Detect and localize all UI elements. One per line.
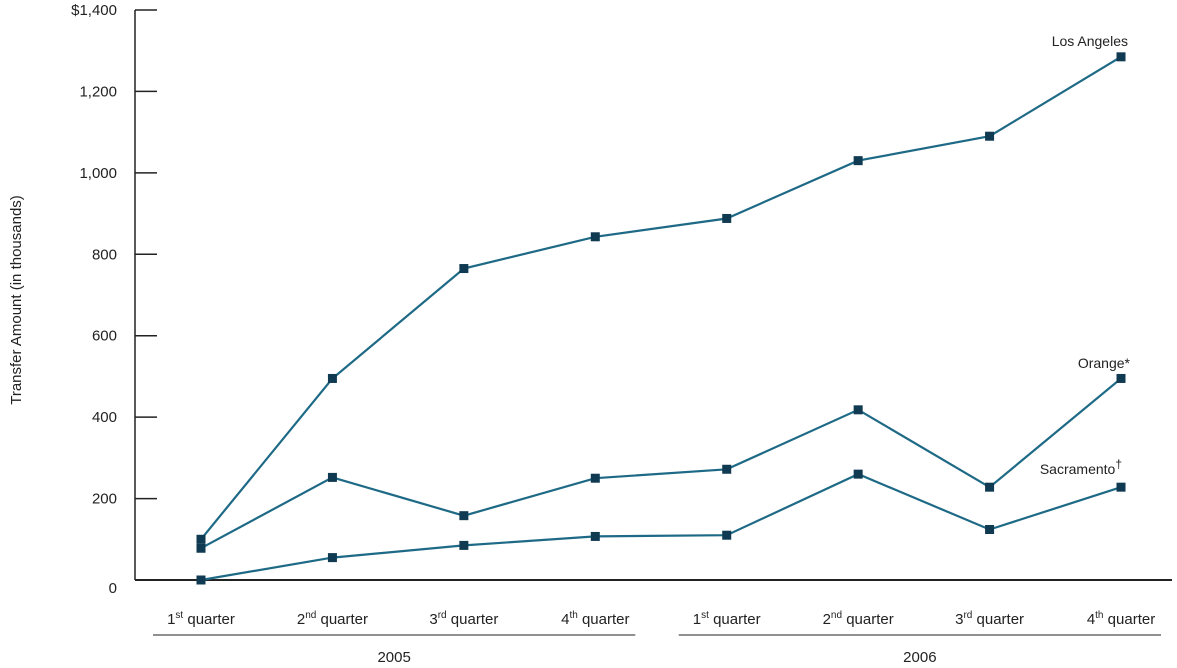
x-tick-word: quarter [447,611,499,628]
series-line [200,55,1122,540]
y-axis: 0 200 400 600 800 1,000 1,200 $1,400 [71,2,157,597]
data-point-marker [1116,52,1126,62]
x-tick-label: 1st quarter [167,610,235,628]
x-tick-number: 2 [297,611,305,628]
series-line [200,472,1122,582]
data-point-marker [1116,482,1126,492]
y-axis-label: Transfer Amount (in thousands) [8,195,25,405]
series-label: Sacramento† [1040,457,1122,477]
data-point-marker [196,543,206,553]
x-tick-number: 1 [693,611,701,628]
y-tick-label: 200 [92,491,117,508]
x-tick-suffix: nd [831,610,842,621]
y-tick-label: 400 [92,409,117,426]
x-tick-label: 1st quarter [693,610,761,628]
data-point-marker [196,534,206,544]
data-point-marker [590,531,600,541]
y-tick-label: 1,200 [79,83,117,100]
x-tick-number: 2 [823,611,831,628]
x-axis: 1st quarter 2nd quarter 3rd quarter 4th qua… [135,579,1172,666]
x-tick-label: 3rd quarter [955,610,1024,628]
data-point-marker [853,156,863,166]
x-tick-label: 2nd quarter [823,610,894,628]
series-label-footnote: † [1115,457,1122,471]
y-tick-label: $1,400 [71,2,117,19]
series-labels: Los Angeles Orange* Sacramento† [1040,33,1131,477]
x-tick-suffix: th [1095,610,1103,621]
x-tick-word: quarter [972,611,1024,628]
x-tick-number: 3 [429,611,437,628]
data-point-marker [327,472,337,482]
y-tick-label: 600 [92,328,117,345]
data-point-marker [985,482,995,492]
year-group-label: 2005 [377,649,410,666]
series-label-name: Orange* [1078,355,1131,371]
x-tick-suffix: rd [438,610,447,621]
x-tick-suffix: st [701,610,709,621]
y-tick-label: 1,000 [79,165,117,182]
data-point-marker [722,213,732,223]
series-label-name: Sacramento [1040,461,1116,477]
x-tick-label: 4th quarter [561,610,629,628]
x-tick-word: quarter [578,611,630,628]
x-tick-label: 4th quarter [1087,610,1155,628]
x-tick-word: quarter [842,611,894,628]
series-label: Orange* [1078,355,1131,371]
x-tick-label: 3rd quarter [429,610,498,628]
x-tick-suffix: rd [963,610,972,621]
x-tick-word: quarter [183,611,235,628]
data-point-marker [853,405,863,415]
data-point-marker [985,525,995,535]
data-point-marker [459,511,469,521]
x-tick-word: quarter [316,611,368,628]
x-tick-word: quarter [1104,611,1156,628]
series-lines [196,52,1126,585]
data-point-marker [722,530,732,540]
data-point-marker [590,232,600,242]
x-tick-suffix: st [175,610,183,621]
data-point-marker [459,540,469,550]
x-tick-suffix: th [569,610,577,621]
data-point-marker [722,464,732,474]
year-group-label: 2006 [903,649,936,666]
x-tick-number: 4 [1087,611,1095,628]
data-point-marker [590,473,600,483]
x-tick-suffix: nd [305,610,316,621]
data-point-marker [1116,373,1126,383]
series-label-name: Los Angeles [1052,33,1128,49]
series-label: Los Angeles [1052,33,1128,49]
x-tick-number: 3 [955,611,963,628]
data-point-marker [327,553,337,563]
x-tick-number: 1 [167,611,175,628]
x-tick-label: 2nd quarter [297,610,368,628]
series-line [200,377,1122,550]
y-tick-label: 0 [109,580,117,597]
x-tick-number: 4 [561,611,569,628]
y-tick-label: 800 [92,246,117,263]
data-point-marker [196,575,206,585]
x-tick-word: quarter [709,611,761,628]
data-point-marker [985,131,995,141]
data-point-marker [459,264,469,274]
data-point-marker [327,373,337,383]
data-point-marker [853,469,863,479]
